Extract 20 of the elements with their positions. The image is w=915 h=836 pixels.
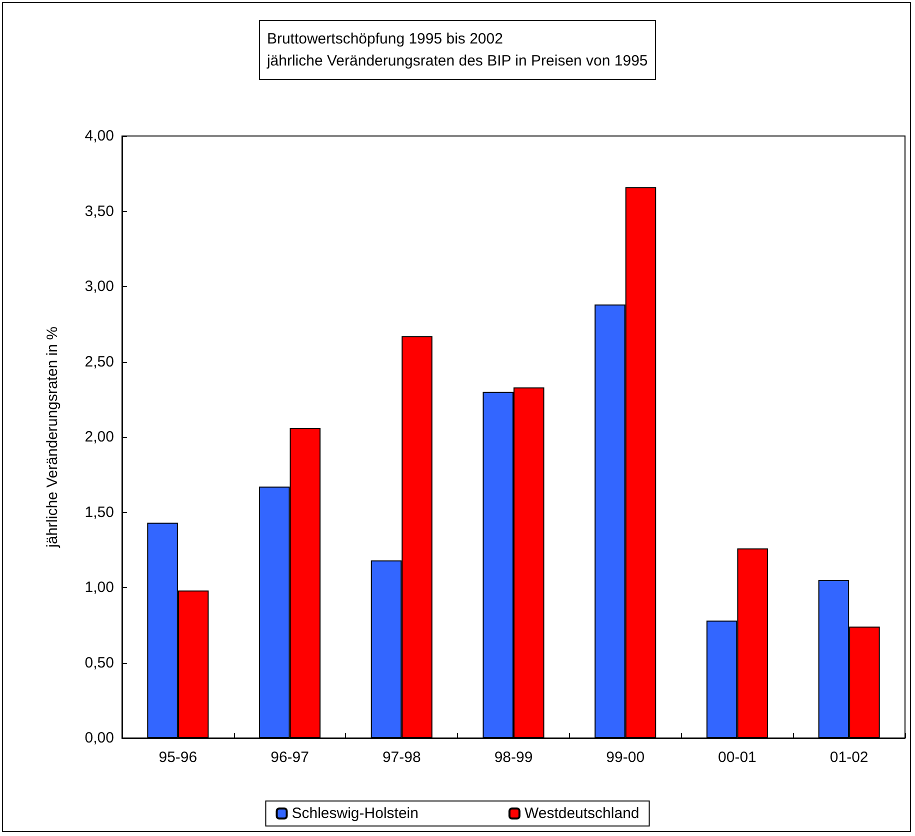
y-tick-label: 2,00 <box>84 428 114 446</box>
x-tick-label: 97-98 <box>382 749 421 766</box>
y-tick-label: 1,00 <box>84 579 114 596</box>
y-tick-label: 0,50 <box>84 654 114 672</box>
y-tick-label: 0,00 <box>84 730 114 746</box>
y-tick-label: 3,00 <box>84 278 114 295</box>
x-tick-label: 96-97 <box>270 749 309 766</box>
chart-title: Bruttowertschöpfung 1995 bis 2002 jährliche Veränderungsraten des BIP in Preisen von 1995 <box>266 30 648 70</box>
y-tick-label: 2,50 <box>84 353 114 370</box>
x-tick-label: 98-99 <box>494 749 533 766</box>
x-tick-label: 01-02 <box>830 749 868 766</box>
y-tick-label: 1,50 <box>84 504 114 521</box>
legend-label: Schleswig-Holstein <box>292 805 418 822</box>
y-axis-title: jährliche Veränderungsraten in % <box>44 326 61 548</box>
x-tick-label: 95-96 <box>158 749 198 766</box>
x-tick-label: 00-01 <box>718 749 756 766</box>
y-tick-label: 4,00 <box>84 128 114 144</box>
y-tick-label: 3,50 <box>84 202 114 220</box>
x-tick-label: 99-00 <box>606 749 645 766</box>
legend-label: Westdeutschland <box>524 805 640 822</box>
